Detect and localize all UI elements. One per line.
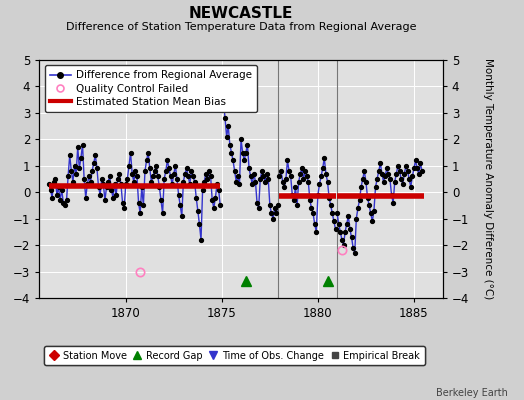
Y-axis label: Monthly Temperature Anomaly Difference (°C): Monthly Temperature Anomaly Difference (… — [483, 58, 493, 300]
Legend: Station Move, Record Gap, Time of Obs. Change, Empirical Break: Station Move, Record Gap, Time of Obs. C… — [44, 346, 425, 366]
Text: NEWCASTLE: NEWCASTLE — [189, 6, 293, 21]
Text: Difference of Station Temperature Data from Regional Average: Difference of Station Temperature Data f… — [66, 22, 416, 32]
Text: Berkeley Earth: Berkeley Earth — [436, 388, 508, 398]
